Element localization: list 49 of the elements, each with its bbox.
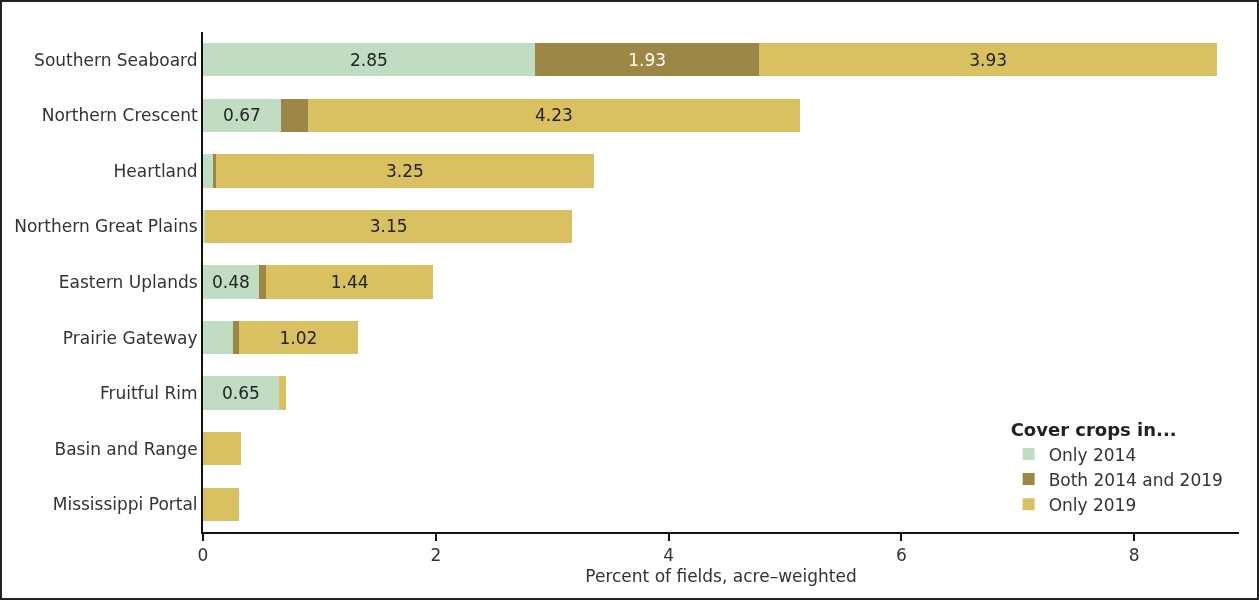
data-label: 4.23 [535, 105, 573, 126]
y-tick-label: Southern Seaboard [34, 49, 198, 70]
data-label: 0.65 [221, 383, 260, 404]
bar [205, 209, 572, 244]
legend-label: Only 2014 [1048, 444, 1137, 465]
y-tick-label: Fruitful Rim [99, 383, 198, 404]
data-label: 1.93 [628, 49, 667, 70]
x-axis-title: Percent of fields, acre–weighted [585, 566, 857, 587]
bar [203, 376, 279, 410]
bar [280, 98, 308, 132]
bar [203, 98, 281, 132]
bar [278, 376, 286, 410]
x-tick-label: 2 [430, 545, 442, 566]
bar [203, 154, 214, 188]
y-tick-label: Northern Crescent [41, 105, 198, 126]
data-label: 1.44 [330, 272, 369, 292]
y-tick-label: Mississippi Portal [52, 494, 198, 515]
legend-title: Cover crops in... [1010, 419, 1177, 441]
bar [307, 98, 801, 132]
bar [233, 320, 240, 355]
bar [203, 43, 535, 77]
bar [239, 320, 358, 355]
y-tick-label: Eastern Uplands [58, 271, 198, 292]
y-tick-label: Heartland [113, 160, 198, 181]
data-label: 1.02 [279, 327, 318, 348]
y-tick-label: Northern Great Plains [14, 216, 198, 237]
bar [534, 43, 760, 77]
y-tick-label: Basin and Range [54, 438, 198, 459]
bar [213, 154, 216, 188]
data-label: 3.15 [369, 216, 408, 237]
bar [203, 320, 234, 355]
y-tick-label: Prairie Gateway [62, 327, 198, 348]
legend-label: Only 2019 [1048, 494, 1137, 515]
x-tick-label: 0 [197, 545, 209, 566]
data-label: 2.85 [349, 49, 388, 70]
data-label: 0.67 [223, 105, 261, 126]
x-tick-label: 6 [896, 545, 907, 566]
bar [203, 487, 240, 521]
data-label: 3.93 [969, 49, 1008, 70]
bar [215, 154, 595, 188]
bar [265, 265, 434, 299]
bar [759, 43, 1217, 77]
legend-label: Both 2014 and 2019 [1048, 469, 1223, 490]
bar [258, 265, 266, 299]
bar [203, 432, 242, 466]
data-label: 0.48 [212, 272, 250, 292]
x-tick-label: 4 [663, 545, 675, 566]
x-tick-label: 8 [1128, 545, 1140, 566]
data-label: 3.25 [386, 160, 424, 181]
